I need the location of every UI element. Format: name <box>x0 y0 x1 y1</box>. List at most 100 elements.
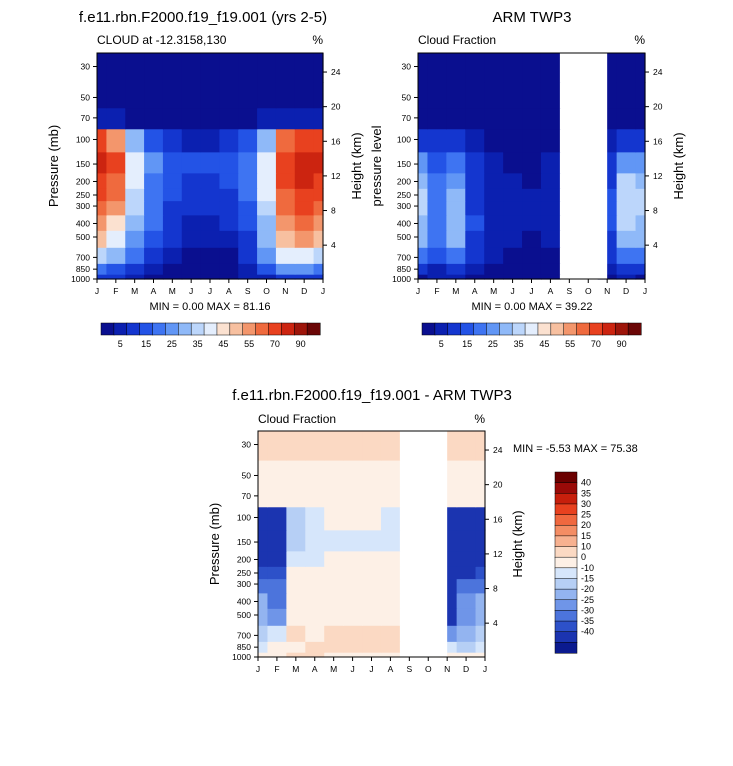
contour-cell <box>257 172 277 189</box>
contour-cell <box>305 625 325 642</box>
contour-cell <box>258 652 269 658</box>
month-tick-label: S <box>566 286 572 296</box>
contour-cell <box>418 107 429 130</box>
pressure-tick-label: 200 <box>76 176 90 186</box>
contour-cell <box>324 652 344 658</box>
contour-cell <box>343 485 363 508</box>
contour-cell <box>275 247 296 264</box>
pressure-tick-label: 100 <box>397 134 411 144</box>
panel-subtitle: Cloud Fraction <box>418 33 496 47</box>
contour-cell <box>465 214 485 231</box>
contour-cell <box>484 214 504 231</box>
contour-cell <box>503 188 523 202</box>
contour-cell <box>162 172 183 189</box>
contour-cell <box>219 172 239 189</box>
contour-cell <box>456 506 477 531</box>
contour-cell <box>267 592 287 609</box>
contour-cell <box>475 625 486 642</box>
contour-cell <box>219 200 239 216</box>
contour-cell <box>294 230 315 248</box>
contour-cell <box>305 592 325 609</box>
contour-cell <box>258 431 269 461</box>
contour-cell <box>465 53 485 83</box>
contour-cell <box>275 82 296 109</box>
contour-cell <box>294 188 315 202</box>
contour-cell <box>635 214 646 231</box>
contour-cell <box>446 200 466 216</box>
contour-cell <box>313 263 324 275</box>
colorbar-swatch <box>242 322 257 336</box>
contour-cell <box>106 230 126 248</box>
month-tick-label: O <box>585 286 592 296</box>
contour-cell <box>305 506 325 531</box>
pressure-tick-label: 200 <box>237 554 251 564</box>
contour-cell <box>181 128 202 153</box>
contour-cell <box>305 566 325 580</box>
colorbar-swatch <box>614 322 629 336</box>
month-tick-label: M <box>292 664 299 674</box>
contour-cell <box>446 82 466 109</box>
pressure-tick-label: 250 <box>76 190 90 200</box>
contour-cell <box>362 578 382 594</box>
colorbar: 5 15 25 35 45 55 70 90 <box>421 322 642 349</box>
contour-cell <box>238 82 258 109</box>
contour-cell <box>446 247 466 264</box>
pressure-tick-label: 70 <box>402 113 412 123</box>
pressure-tick-label: 100 <box>237 512 251 522</box>
contour-cell <box>324 550 344 567</box>
contour-cell <box>181 172 202 189</box>
pressure-tick-label: 1000 <box>232 652 251 662</box>
contour-cell <box>324 641 344 653</box>
pressure-tick-label: 250 <box>237 568 251 578</box>
contour-cell <box>380 608 401 626</box>
contour-cell <box>540 188 561 202</box>
colorbar-swatch <box>499 322 513 336</box>
contour-cell <box>362 529 382 552</box>
contour-cell <box>267 566 287 580</box>
contour-cell <box>275 107 296 130</box>
contour-cell <box>380 592 401 609</box>
contour-cell <box>294 274 315 280</box>
contour-cell <box>219 82 239 109</box>
month-tick-label: A <box>472 286 478 296</box>
contour-cell <box>362 485 382 508</box>
contour-cell <box>200 188 221 202</box>
contour-cell <box>484 230 504 248</box>
month-tick-label: J <box>529 286 533 296</box>
contour-cell <box>522 214 542 231</box>
colorbar-swatch <box>165 322 179 336</box>
contour-cell <box>219 188 239 202</box>
colorbar-label: 90 <box>617 339 627 349</box>
contour-cell <box>503 214 523 231</box>
month-tick-label: O <box>263 286 270 296</box>
contour-cell <box>418 151 429 174</box>
contour-cell <box>181 151 202 174</box>
contour-cell <box>106 172 126 189</box>
contour-cell <box>286 641 306 653</box>
contour-cell <box>475 566 486 580</box>
pressure-tick-label: 30 <box>242 440 252 450</box>
contour-cell <box>275 263 296 275</box>
pressure-tick-label: 30 <box>402 62 412 72</box>
y-axis-label: Pressure (mb) <box>46 125 61 207</box>
contour-cell <box>362 506 382 531</box>
contour-cell <box>181 274 202 280</box>
contour-cell <box>267 529 287 552</box>
contour-cell <box>484 200 504 216</box>
contour-cell <box>324 608 344 626</box>
contour-cell <box>313 53 324 83</box>
month-tick-label: J <box>350 664 354 674</box>
contour-cell <box>97 128 108 153</box>
colorbar-swatch <box>473 322 487 336</box>
contour-cell <box>200 151 221 174</box>
colorbar-swatch <box>602 322 616 336</box>
colorbar-swatch <box>190 322 205 336</box>
contour-cell <box>635 263 646 275</box>
month-tick-label: J <box>483 664 487 674</box>
contour-cell <box>125 128 145 153</box>
contour-cell <box>635 200 646 216</box>
contour-cell <box>286 485 306 508</box>
contour-cell <box>267 652 287 658</box>
